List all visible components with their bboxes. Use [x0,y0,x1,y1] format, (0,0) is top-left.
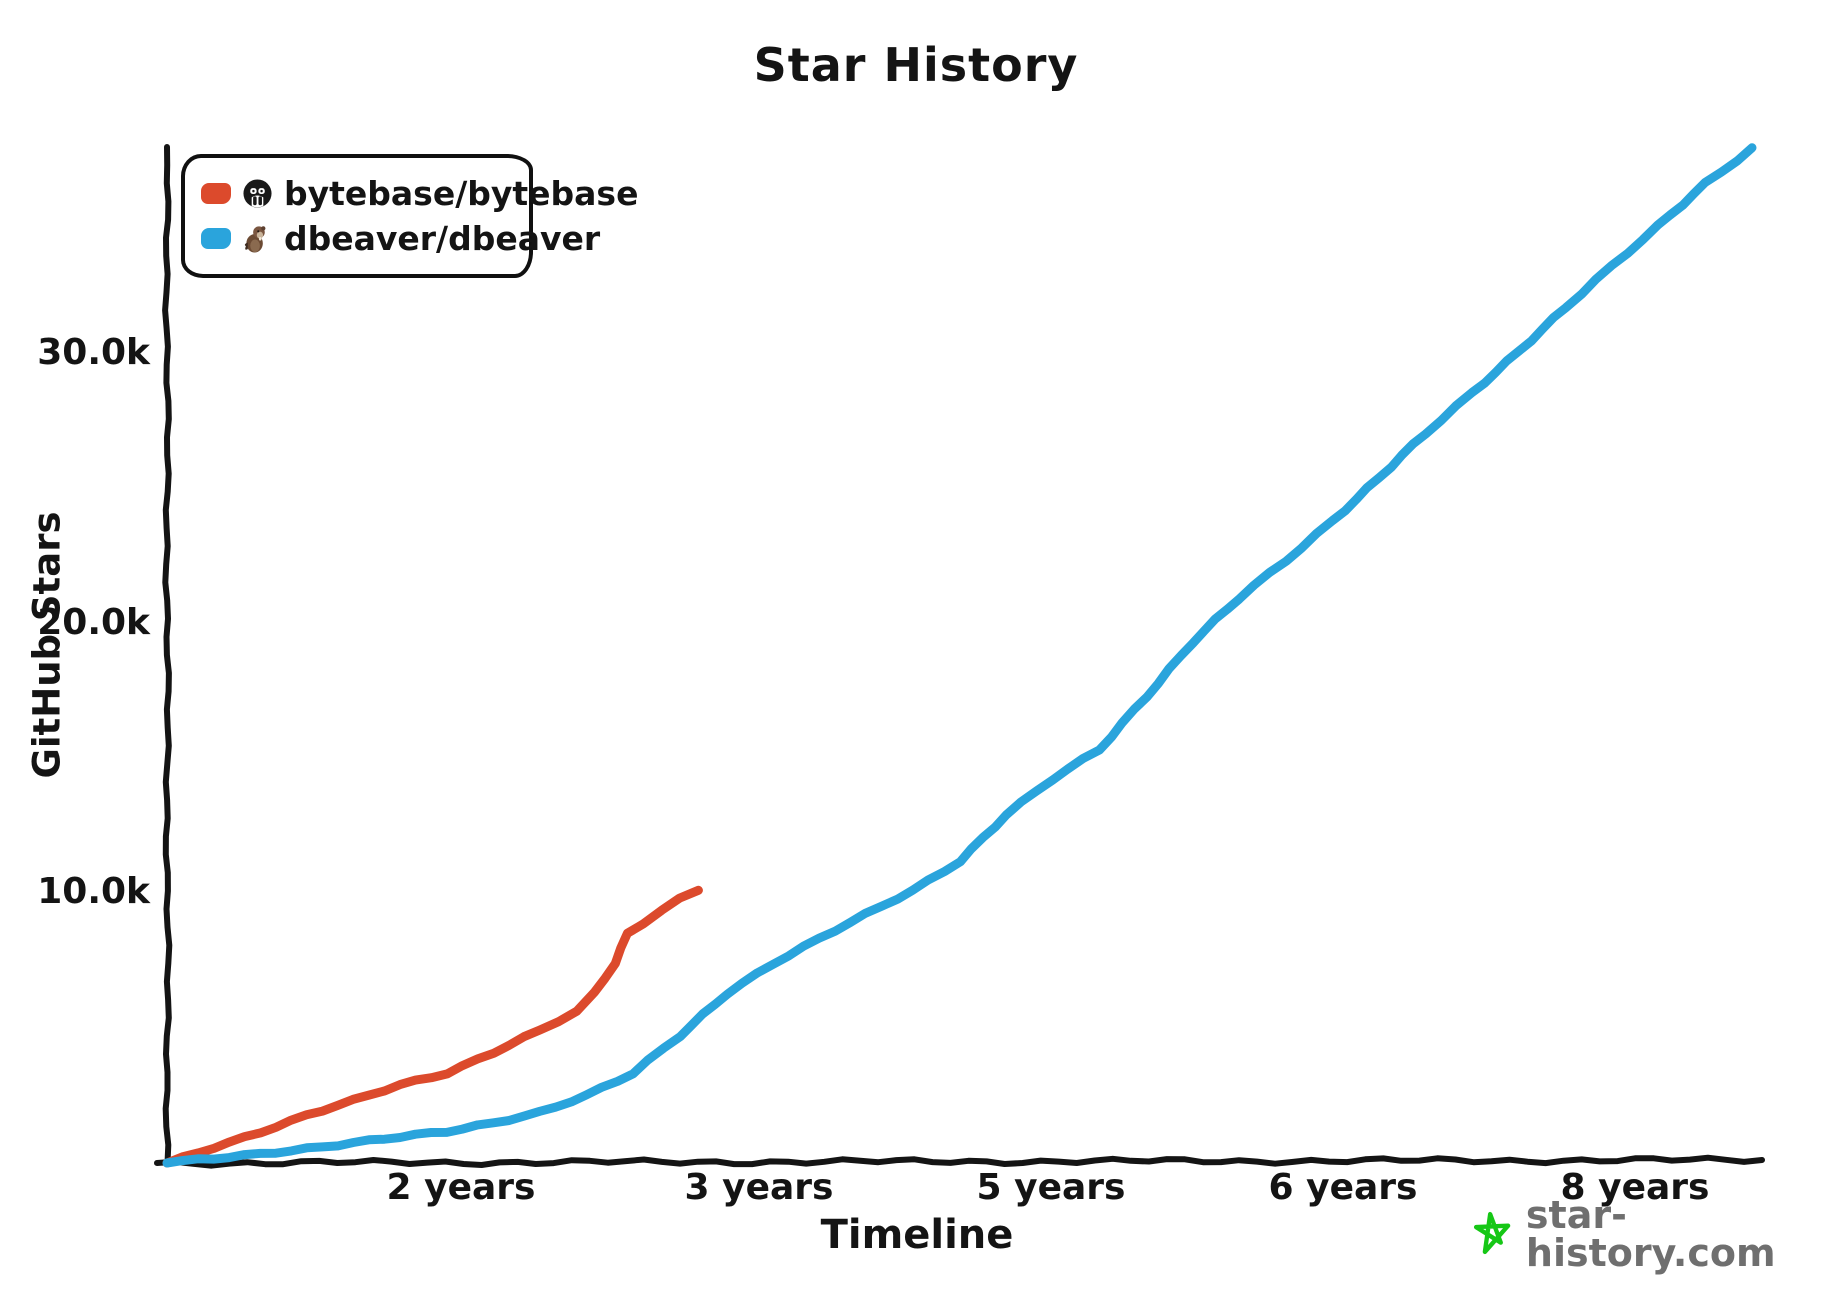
x-axis-line [154,1154,1765,1169]
y-axis-title: GitHub Stars [25,511,69,779]
y-tick-20k: 20.0k [37,602,150,643]
x-tick-6-years: 6 years [1268,1167,1418,1208]
watermark-text: star-history.com [1525,1193,1776,1275]
x-tick-5-years: 5 years [976,1167,1126,1208]
x-tick-3-years: 3 years [684,1167,834,1208]
y-tick-10k: 10.0k [37,871,150,912]
x-tick-8-years: 8 years [1560,1167,1710,1208]
series-line-bytebase[interactable] [162,885,703,1168]
y-axis-line [162,144,173,1166]
legend-label-bytebase: bytebase/bytebase [284,173,639,213]
legend: bytebase/bytebase dbeaver/dbeaver [181,154,638,278]
series-line-dbeaver[interactable] [162,143,1757,1168]
watermark-link[interactable]: star-history.com [1472,1196,1832,1272]
legend-item-bytebase[interactable]: bytebase/bytebase [201,177,638,210]
chart-title: Star History [753,38,1079,92]
y-tick-30k: 30.0k [37,332,150,373]
legend-swatch-dbeaver [201,228,231,250]
legend-swatch-bytebase [201,182,231,204]
legend-label-dbeaver: dbeaver/dbeaver [284,219,601,259]
legend-item-dbeaver[interactable]: dbeaver/dbeaver [201,222,600,255]
x-axis-title: Timeline [820,1212,1014,1258]
x-tick-2-years: 2 years [386,1167,536,1208]
bytebase-logo-icon [242,178,273,209]
dbeaver-logo-icon [242,223,273,254]
star-icon [1473,1211,1511,1255]
